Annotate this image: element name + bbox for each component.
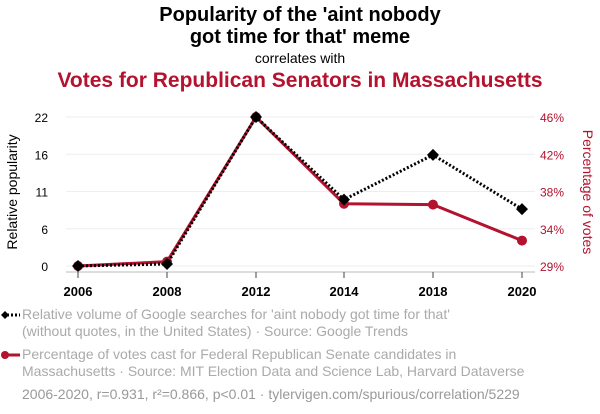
x-tick-label: 2008	[153, 284, 182, 299]
legend-series2-line1: Percentage of votes cast for Federal Rep…	[22, 346, 457, 362]
chart-title-line2: got time for that' meme	[189, 26, 411, 48]
series1-point	[427, 148, 439, 161]
series2-point	[517, 235, 527, 246]
y2-tick-label: 29%	[540, 260, 564, 274]
series1-point	[338, 193, 350, 206]
series1-point	[250, 111, 262, 123]
series1-point	[72, 260, 84, 272]
chart-title-line1: Popularity of the 'aint nobody	[159, 4, 441, 26]
legend-item-series2: Percentage of votes cast for Federal Rep…	[22, 346, 524, 380]
chart-title-secondary: Votes for Republican Senators in Massach…	[57, 69, 543, 92]
legend-series2-line2: Massachusetts · Source: MIT Election Dat…	[22, 363, 525, 379]
series1-line	[77, 114, 523, 268]
legend-series1-line2: (without quotes, in the United States) ·…	[22, 323, 408, 339]
x-tick-label: 2018	[419, 284, 448, 299]
legend-item-series1: Relative volume of Google searches for '…	[22, 306, 450, 340]
series2-point	[428, 199, 438, 210]
y2-tick-label: 34%	[540, 223, 564, 237]
x-tick-label: 2006	[64, 284, 93, 299]
legend-series1-diamond-icon	[1, 311, 9, 319]
legend-series1-line1: Relative volume of Google searches for '…	[22, 306, 450, 322]
y-tick-label: 0	[41, 260, 48, 274]
footer-stats: 2006-2020, r=0.931, r²=0.866, p<0.01 · t…	[22, 386, 520, 402]
chart-subtitle: correlates with	[254, 50, 346, 66]
y-axis-label: Relative popularity	[4, 134, 20, 249]
x-tick-label: 2014	[330, 284, 360, 299]
y-tick-label: 16	[35, 148, 49, 162]
y-tick-label: 22	[35, 111, 49, 125]
series1-point	[516, 203, 528, 216]
y2-tick-label: 46%	[540, 111, 564, 125]
legend-series2-circle-icon	[1, 351, 9, 359]
y2-tick-label: 38%	[540, 186, 564, 200]
y-tick-label: 6	[41, 223, 48, 237]
x-tick-label: 2012	[242, 284, 271, 299]
y-tick-label: 11	[36, 186, 49, 200]
y2-tick-label: 42%	[540, 148, 564, 162]
y2-axis-label: Percentage of votes	[580, 130, 596, 255]
series1-point	[161, 257, 173, 270]
chart-title: Popularity of the 'aint nobody got time …	[0, 4, 600, 48]
series2-line	[77, 114, 523, 268]
x-tick-label: 2020	[508, 284, 537, 299]
